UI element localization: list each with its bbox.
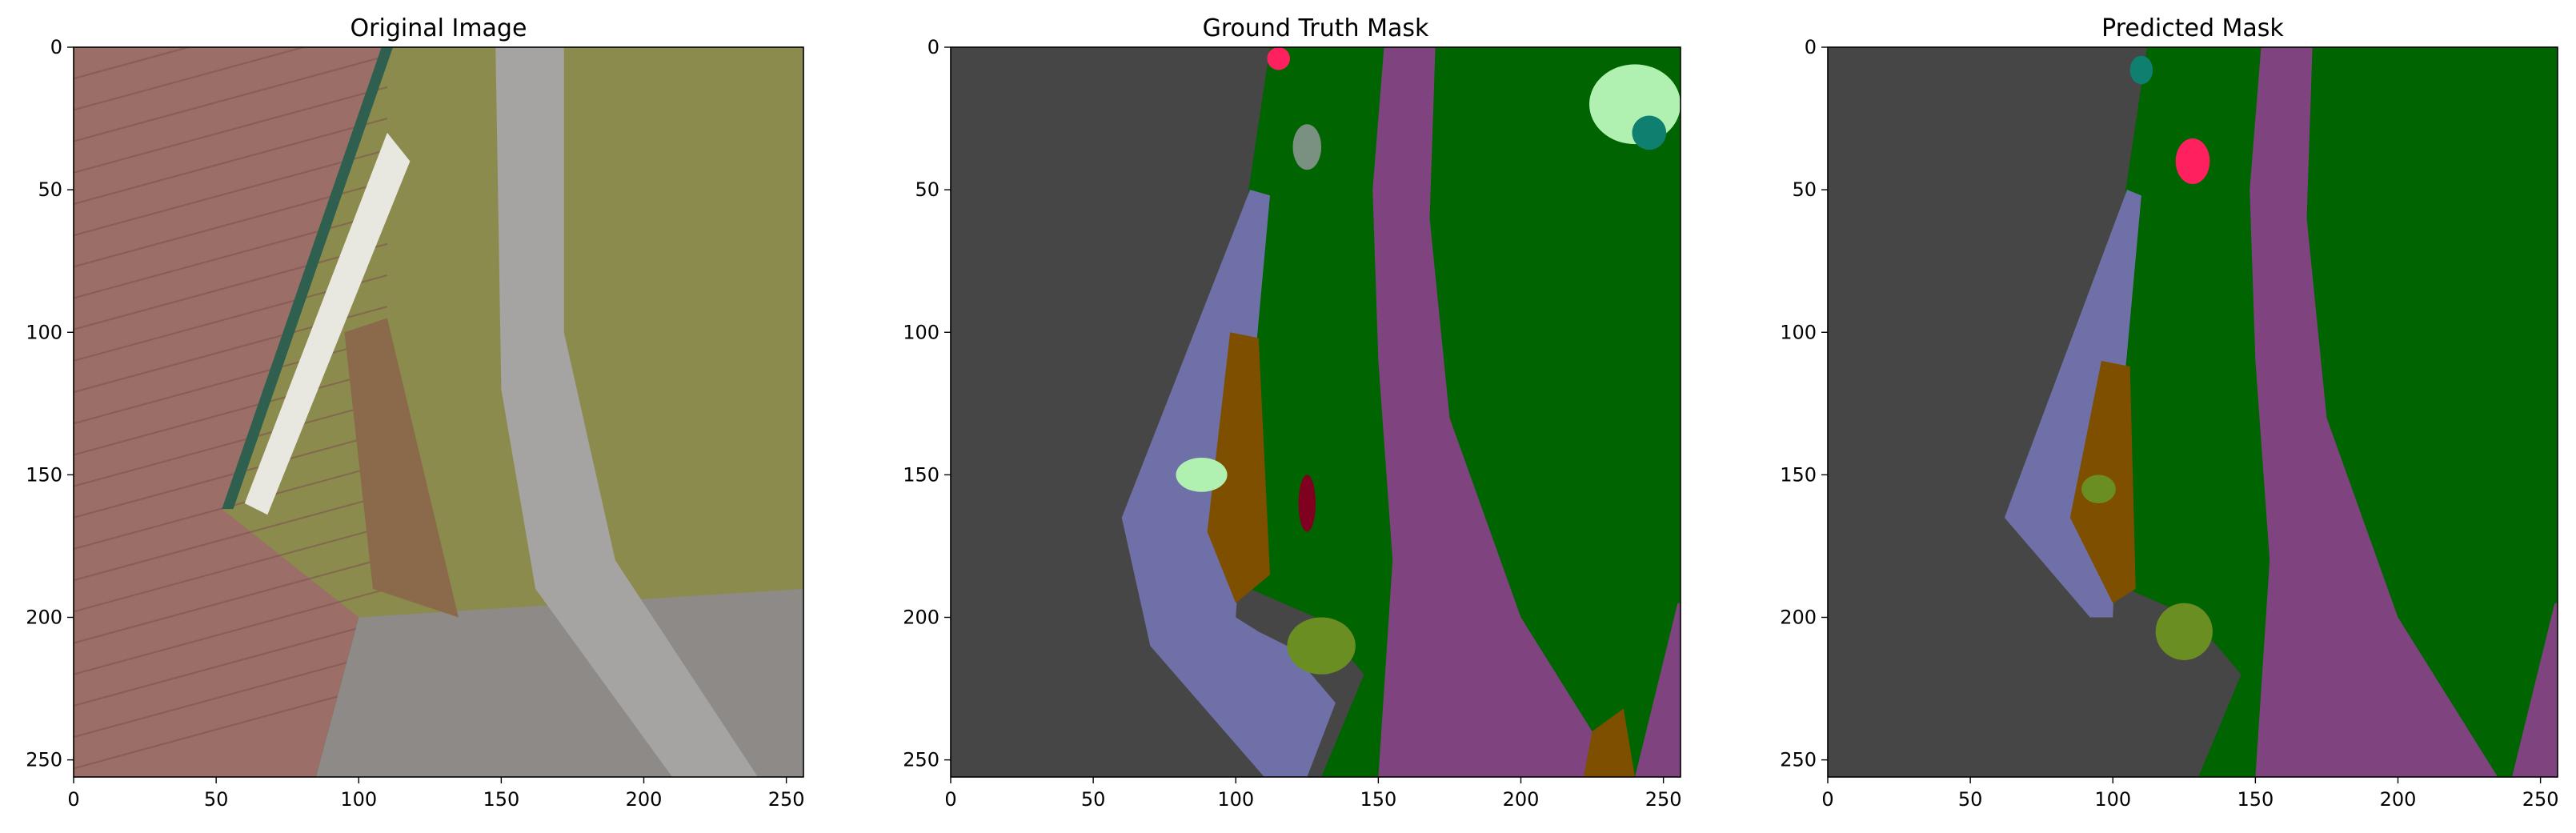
y-tick-label: 50 [38, 178, 62, 201]
y-tick-label: 150 [903, 463, 939, 486]
x-tick-label: 50 [1081, 788, 1106, 811]
roof-tile-line [74, 149, 388, 237]
pred-axes-frame [1827, 46, 2558, 778]
roof-tile-line [74, 525, 388, 613]
roof-tile-line [74, 368, 388, 456]
light-vegetation-region [1176, 458, 1228, 492]
vegetation-region [1230, 47, 1681, 777]
roof-tile-line [74, 556, 388, 644]
y-tick-label: 250 [26, 749, 62, 771]
path-region [1372, 47, 1621, 777]
teal-region [1632, 115, 1667, 150]
vegetation-region [2107, 47, 2558, 777]
x-tick-label: 50 [1958, 788, 1983, 811]
roof-tile-line [74, 242, 388, 330]
x-tick-label: 150 [483, 788, 519, 811]
roof-tile-line [74, 619, 388, 707]
pred-title: Predicted Mask [2101, 14, 2284, 42]
x-tick-label: 150 [2237, 788, 2274, 811]
x-tick-label: 100 [1217, 788, 1254, 811]
y-tick-label: 100 [903, 321, 939, 343]
x-tick-label: 100 [340, 788, 377, 811]
roof-tile-line [74, 399, 388, 487]
path-region-right [2512, 603, 2558, 777]
x-tick-label: 0 [67, 788, 79, 811]
gt-axes-frame [950, 46, 1681, 778]
pink-region [2175, 138, 2210, 184]
y-tick-label: 0 [927, 36, 939, 58]
path-region [2249, 47, 2498, 777]
roof-tile-line [74, 211, 388, 299]
x-tick-label: 150 [1360, 788, 1396, 811]
roof-tile-line [74, 651, 388, 739]
tree-region [1298, 475, 1316, 532]
y-tick-label: 0 [1805, 36, 1817, 58]
soil-region-right [1583, 708, 1635, 777]
x-tick-label: 200 [2380, 788, 2417, 811]
stone-path [495, 47, 758, 777]
original-image [74, 47, 803, 777]
y-tick-label: 250 [903, 749, 939, 771]
y-tick-label: 200 [903, 607, 939, 629]
roof-tile-line [74, 682, 388, 770]
roof-tile-line [74, 337, 388, 425]
soil-region [1207, 332, 1270, 603]
x-tick-label: 250 [768, 788, 805, 811]
shrub-region [1287, 617, 1356, 675]
gutter-edge [222, 47, 393, 510]
x-tick-label: 50 [204, 788, 229, 811]
shrub-region [2155, 603, 2213, 660]
x-tick-label: 200 [1503, 788, 1540, 811]
y-tick-label: 200 [1780, 607, 1817, 629]
wall-strip [244, 132, 411, 515]
roof-tile-line [74, 587, 388, 675]
original-title: Original Image [351, 14, 527, 42]
y-tick-label: 0 [50, 36, 62, 58]
y-tick-label: 250 [1780, 749, 1817, 771]
x-tick-label: 100 [2094, 788, 2131, 811]
gt-image [951, 47, 1681, 777]
roof-tile-line [74, 47, 192, 80]
x-tick-label: 200 [626, 788, 663, 811]
y-tick-label: 200 [26, 607, 62, 629]
teal-region [2129, 55, 2153, 85]
flower-bed [344, 318, 459, 618]
olive-region [2081, 475, 2116, 503]
path-region-right [1635, 603, 1681, 777]
x-tick-label: 0 [1821, 788, 1833, 811]
y-tick-label: 150 [1780, 463, 1817, 486]
roof-tile-line [74, 118, 388, 205]
y-tick-label: 50 [915, 178, 939, 201]
y-tick-label: 100 [26, 321, 62, 343]
object-region [1292, 124, 1322, 170]
y-tick-label: 150 [26, 463, 62, 486]
roof-tile-line [74, 54, 388, 142]
x-tick-label: 250 [1645, 788, 1682, 811]
roof-tile-line [74, 431, 388, 519]
roof-tile-line [74, 86, 388, 174]
x-tick-label: 250 [2522, 788, 2559, 811]
y-tick-label: 100 [1780, 321, 1817, 343]
original-axes-frame [73, 46, 804, 778]
roof-tile-line [74, 494, 388, 582]
gt-title: Ground Truth Mask [1203, 14, 1429, 42]
pred-image [1828, 47, 2558, 777]
roof-tile-line [74, 47, 78, 49]
roof-tile-line [74, 47, 307, 111]
pink-region [1267, 47, 1290, 70]
y-tick-label: 50 [1792, 178, 1817, 201]
x-tick-label: 0 [944, 788, 956, 811]
